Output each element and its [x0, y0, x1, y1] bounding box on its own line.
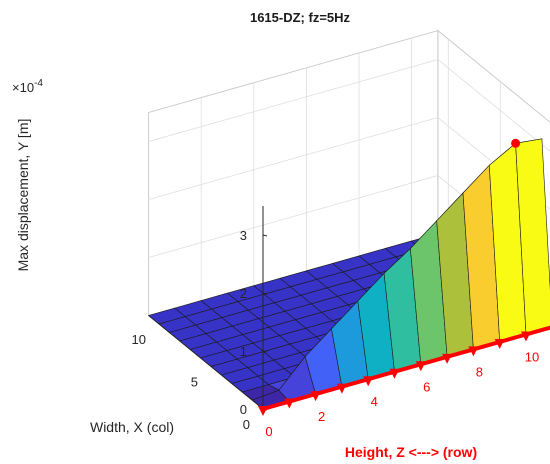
height-tick-marker	[389, 368, 400, 379]
x-tick-mark	[158, 322, 165, 325]
axis-layer: 0 1 2 3 0 5 10 0 2 4 6 8 10	[132, 206, 550, 439]
grid-line-z	[148, 117, 439, 200]
height-tick-marker	[494, 338, 505, 349]
grid-line-z	[148, 59, 439, 142]
grid-line-z	[437, 59, 550, 152]
z-multiplier: ×10-4	[12, 78, 43, 95]
x-axis-label: Width, X (col)	[90, 419, 174, 435]
y-tick-label: 6	[423, 379, 430, 394]
z-tick-label: 2	[240, 286, 247, 301]
z-axis-label: Max displacement, Y [m]	[15, 119, 31, 272]
y-tick-label: 0	[265, 424, 272, 439]
surface-layer	[147, 138, 550, 410]
x-tick-mark	[210, 364, 217, 367]
x-tick-label: 5	[191, 375, 198, 390]
height-axis-line	[262, 325, 550, 411]
height-tick-marker	[415, 361, 426, 372]
z-multiplier-base: ×10	[12, 80, 34, 95]
z-tick-label: 1	[240, 344, 247, 359]
z-multiplier-exp: -4	[34, 78, 43, 89]
height-tick-marker	[442, 353, 453, 364]
height-tick-marker	[468, 346, 479, 357]
y-tick-label: 4	[371, 394, 378, 409]
max-point-marker	[511, 138, 521, 148]
z-tick-label: 3	[240, 228, 247, 243]
y-tick-label: 2	[318, 409, 325, 424]
grid-line-z	[148, 175, 439, 258]
height-tick-marker	[310, 391, 321, 402]
x-axis-line	[148, 315, 264, 410]
z-tick-mark	[262, 234, 268, 237]
z-tick-mark	[262, 292, 268, 295]
height-tick-marker	[258, 406, 268, 416]
height-tick-marker	[284, 398, 295, 409]
x-tick-label: 10	[132, 332, 146, 347]
x-tick-label: 0	[243, 417, 250, 432]
z-tick-mark	[262, 350, 268, 353]
height-tick-marker	[363, 376, 374, 387]
height-tick-marker	[521, 331, 531, 342]
y-axis-label: Height, Z <---> (row)	[345, 444, 477, 460]
y-tick-label: 10	[525, 350, 539, 365]
chart-title: 1615-DZ; fz=5Hz	[250, 10, 351, 25]
height-tick-marker	[336, 383, 347, 394]
z-tick-label: 0	[240, 402, 247, 417]
y-tick-label: 8	[476, 364, 483, 379]
